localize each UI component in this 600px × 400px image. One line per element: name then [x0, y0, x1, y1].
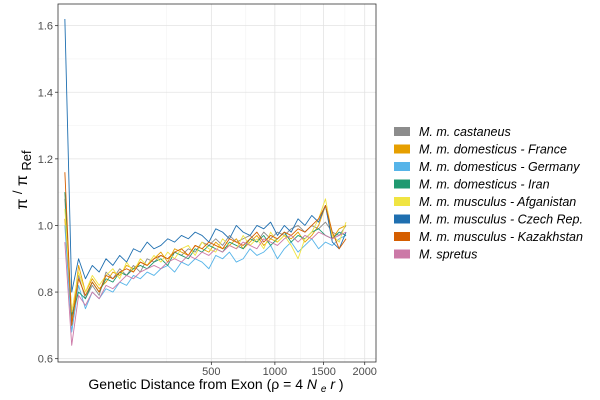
y-axis: 0.6 0.8 1.0 1.2 1.4 1.6: [38, 21, 58, 366]
grid: [58, 4, 376, 362]
legend-swatch: [394, 249, 410, 259]
y-tick-label: 0.8: [38, 287, 53, 299]
x-axis-title-suffix: ): [339, 376, 344, 392]
series-line-6: [64, 172, 347, 326]
legend-swatch: [394, 127, 410, 136]
legend-label: M. m. domesticus - Iran: [419, 178, 550, 192]
legend-swatch: [394, 197, 410, 206]
legend-label: M. m. domesticus - France: [419, 143, 567, 157]
x-axis-title-n: N: [307, 376, 318, 392]
y-axis-title-pi-ref: π: [14, 175, 31, 186]
x-tick-label: 500: [202, 366, 220, 378]
y-axis-title-pi: π: [14, 199, 31, 210]
series-line-3: [64, 192, 347, 316]
series-line-5: [64, 18, 347, 293]
legend-swatch: [394, 214, 410, 224]
legend: M. m. castaneus M. m. domesticus - France…: [394, 125, 583, 262]
legend-swatch: [394, 144, 410, 154]
x-axis-title: Genetic Distance from Exon (ρ = 4 N e r …: [88, 376, 343, 395]
x-axis-title-r: r: [330, 376, 336, 392]
legend-swatch: [394, 232, 410, 241]
y-tick-label: 1.4: [38, 87, 53, 99]
series-line-0: [64, 198, 347, 320]
y-tick-label: 0.6: [38, 354, 53, 366]
y-tick-label: 1.2: [38, 154, 53, 166]
legend-label: M. m. castaneus: [419, 125, 511, 139]
legend-label: M. spretus: [419, 248, 477, 262]
series-lines: [64, 18, 347, 346]
series-line-7: [64, 231, 347, 346]
y-tick-label: 1.6: [38, 21, 53, 33]
x-axis: 500 1000 1500 2000: [202, 362, 377, 378]
series-line-2: [64, 225, 347, 333]
y-tick-label: 1.0: [38, 220, 53, 232]
x-axis-title-e: e: [321, 384, 327, 395]
series-line-1: [64, 205, 347, 326]
y-axis-title: π / π Ref: [9, 150, 34, 210]
x-axis-title-prefix: Genetic Distance from Exon (ρ = 4: [88, 376, 303, 392]
legend-swatch: [394, 162, 410, 171]
legend-label: M. m. musculus - Kazakhstan: [419, 230, 583, 244]
legend-label: M. m. musculus - Afganistan: [419, 195, 576, 209]
legend-label: M. m. domesticus - Germany: [419, 160, 580, 174]
x-tick-label: 1500: [311, 366, 335, 378]
x-tick-label: 2000: [352, 366, 376, 378]
x-tick-label: 1000: [263, 366, 287, 378]
y-axis-title-slash: /: [10, 190, 25, 194]
y-axis-title-ref: Ref: [19, 150, 34, 171]
legend-label: M. m. musculus - Czech Rep.: [419, 213, 583, 227]
panel-border: [57, 3, 377, 363]
legend-swatch: [394, 179, 410, 189]
